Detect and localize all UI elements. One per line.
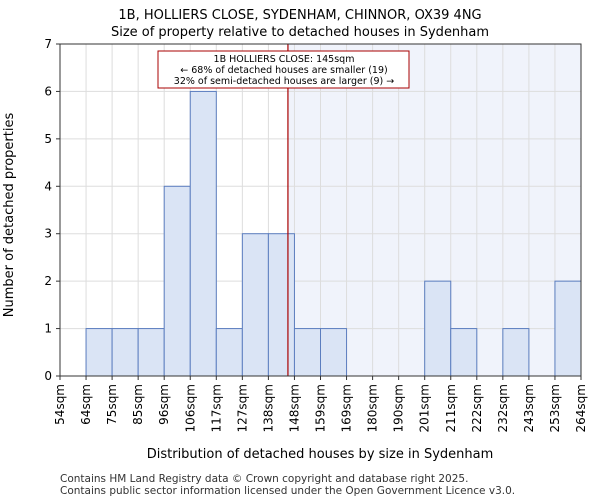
chart-title: 1B, HOLLIERS CLOSE, SYDENHAM, CHINNOR, O… — [118, 8, 481, 23]
y-axis-ticks: 0 1 2 3 4 5 6 7 — [44, 37, 60, 383]
bar-96sqm — [163, 185, 191, 377]
x-tick-label: 201sqm — [418, 384, 432, 432]
bar-117sqm — [215, 328, 243, 377]
x-tick-label: 138sqm — [261, 384, 275, 432]
bar-64sqm — [85, 328, 113, 377]
annotation-box — [157, 50, 410, 89]
y-tick-label: 7 — [44, 37, 52, 51]
x-axis-ticks: 54sqm 64sqm 75sqm 85sqm 96sqm 106sqm 117sqm 127… — [53, 376, 588, 432]
x-axis-label: Distribution of detached houses by size … — [147, 447, 494, 462]
bar-85sqm — [137, 328, 165, 377]
bar-159sqm — [320, 328, 348, 377]
footer-line-2: Contains public sector information licen… — [60, 485, 516, 497]
x-tick-label: 85sqm — [131, 384, 145, 425]
x-tick-label: 106sqm — [183, 384, 197, 432]
bar-138sqm — [267, 233, 295, 377]
annotation-line-2: ← 68% of detached houses are smaller (19… — [180, 65, 387, 76]
x-tick-label: 117sqm — [209, 384, 223, 432]
chart-subtitle: Size of property relative to detached ho… — [111, 25, 489, 40]
marker-annotation: 1B HOLLIERS CLOSE: 145sqm ← 68% of detac… — [157, 50, 410, 89]
bars — [85, 90, 582, 377]
annotation-line-1: 1B HOLLIERS CLOSE: 145sqm — [214, 54, 355, 65]
x-tick-label: 64sqm — [79, 384, 93, 425]
x-tick-label: 222sqm — [470, 384, 484, 432]
annotation-line-3: 32% of semi-detached houses are larger (… — [174, 76, 394, 87]
bar-127sqm — [241, 233, 269, 377]
x-tick-label: 211sqm — [444, 384, 458, 432]
bar-253sqm — [554, 280, 582, 377]
bar-201sqm — [424, 280, 452, 377]
y-axis-label: Number of detached properties — [2, 113, 17, 318]
x-tick-label: 180sqm — [366, 384, 380, 432]
y-tick-label: 6 — [44, 84, 52, 98]
x-tick-label: 148sqm — [287, 384, 301, 432]
y-tick-label: 5 — [44, 132, 52, 146]
x-tick-label: 253sqm — [548, 384, 562, 432]
bar-211sqm — [450, 328, 478, 377]
bar-75sqm — [111, 328, 139, 377]
y-tick-label: 3 — [44, 227, 52, 241]
bar-106sqm — [189, 90, 217, 377]
bar-232sqm — [502, 328, 530, 377]
x-tick-label: 243sqm — [522, 384, 536, 432]
y-tick-label: 0 — [44, 369, 52, 383]
y-tick-label: 2 — [44, 274, 52, 288]
x-tick-label: 127sqm — [235, 384, 249, 432]
x-tick-label: 232sqm — [496, 384, 510, 432]
x-tick-label: 96sqm — [157, 384, 171, 425]
x-tick-label: 264sqm — [574, 384, 588, 432]
x-tick-label: 54sqm — [53, 384, 67, 425]
footer-line-1: Contains HM Land Registry data © Crown c… — [60, 473, 469, 485]
x-tick-label: 190sqm — [392, 384, 406, 432]
x-tick-label: 159sqm — [314, 384, 328, 432]
y-tick-label: 4 — [44, 179, 52, 193]
grid — [59, 43, 582, 377]
x-tick-label: 169sqm — [340, 384, 354, 432]
bar-148sqm — [293, 328, 322, 377]
x-tick-label: 75sqm — [105, 384, 119, 425]
y-tick-label: 1 — [44, 322, 52, 336]
